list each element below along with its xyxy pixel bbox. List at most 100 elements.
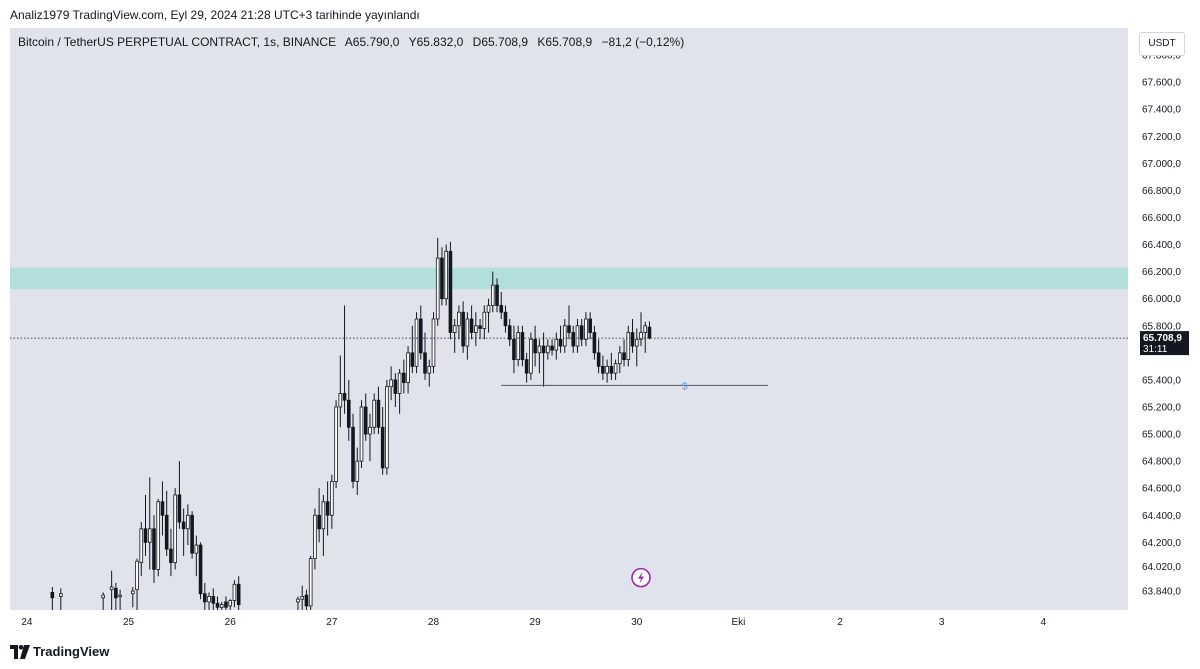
candle-up[interactable] <box>156 501 161 570</box>
candle-up[interactable] <box>207 596 211 603</box>
candle-up[interactable] <box>643 325 648 333</box>
candle-down[interactable] <box>499 305 504 313</box>
candle-down[interactable] <box>224 601 228 608</box>
legend-symbol[interactable]: Bitcoin / TetherUS PERPETUAL CONTRACT, 1… <box>18 35 337 49</box>
candle-up[interactable] <box>537 345 542 354</box>
candle-up[interactable] <box>639 332 643 340</box>
candle-down[interactable] <box>478 325 482 329</box>
candle-up[interactable] <box>109 586 114 591</box>
candle-up[interactable] <box>330 481 334 516</box>
candle-up[interactable] <box>59 593 63 597</box>
candle-down[interactable] <box>609 365 614 374</box>
candle-down[interactable] <box>588 318 592 333</box>
chart-frame[interactable]: Bitcoin / TetherUS PERPETUAL CONTRACT, 1… <box>10 28 1190 634</box>
candle-down[interactable] <box>622 352 626 361</box>
candle-up[interactable] <box>359 406 364 462</box>
candle-up[interactable] <box>486 305 491 313</box>
candle-up[interactable] <box>613 363 618 374</box>
candle-down[interactable] <box>601 365 605 374</box>
candle-up[interactable] <box>372 399 376 428</box>
y-axis-area[interactable] <box>1128 28 1190 634</box>
candle-down[interactable] <box>152 528 156 570</box>
candle-down[interactable] <box>512 338 516 361</box>
candle-down[interactable] <box>558 338 563 347</box>
candle-down[interactable] <box>541 345 546 354</box>
candle-down[interactable] <box>440 257 444 300</box>
candle-down[interactable] <box>469 318 474 333</box>
candle-up[interactable] <box>338 393 343 408</box>
resistance-zone[interactable] <box>10 267 1128 290</box>
candle-up[interactable] <box>452 325 457 333</box>
candle-down[interactable] <box>190 514 194 554</box>
candle-up[interactable] <box>173 494 177 564</box>
candle-down[interactable] <box>215 602 220 608</box>
candle-up[interactable] <box>457 311 461 327</box>
candle-up[interactable] <box>228 600 233 607</box>
candle-up[interactable] <box>389 379 393 388</box>
candle-down[interactable] <box>410 352 415 367</box>
candle-down[interactable] <box>418 318 423 354</box>
candle-up[interactable] <box>406 352 410 384</box>
candle-up[interactable] <box>554 338 559 351</box>
candle-up[interactable] <box>368 426 372 435</box>
x-axis-area[interactable] <box>10 610 1190 634</box>
candle-down[interactable] <box>579 325 584 340</box>
candle-down[interactable] <box>380 426 385 469</box>
candle-down[interactable] <box>550 345 554 351</box>
candle-down[interactable] <box>520 332 525 361</box>
candle-up[interactable] <box>634 338 639 347</box>
candle-up[interactable] <box>232 583 237 601</box>
candle-up[interactable] <box>355 460 360 482</box>
candle-down[interactable] <box>376 399 381 428</box>
candle-down[interactable] <box>647 326 652 339</box>
candle-up[interactable] <box>584 318 588 340</box>
candle-down[interactable] <box>177 494 182 523</box>
candle-up[interactable] <box>605 365 609 374</box>
candle-down[interactable] <box>203 593 207 603</box>
candle-up[interactable] <box>474 325 478 333</box>
candle-down[interactable] <box>393 379 398 394</box>
candle-up[interactable] <box>444 250 448 300</box>
candle-down[interactable] <box>304 594 309 607</box>
candle-down[interactable] <box>630 332 635 347</box>
candle-down[interactable] <box>592 332 597 354</box>
candle-up[interactable] <box>139 528 144 564</box>
candle-down[interactable] <box>596 352 601 367</box>
candle-up[interactable] <box>546 345 550 354</box>
candle-up[interactable] <box>618 352 622 365</box>
candle-down[interactable] <box>461 311 465 347</box>
candle-down[interactable] <box>495 284 499 306</box>
candle-up[interactable] <box>308 558 313 607</box>
candle-up[interactable] <box>118 594 122 597</box>
candle-down[interactable] <box>114 587 118 599</box>
candle-up[interactable] <box>414 318 419 367</box>
candle-down[interactable] <box>571 332 576 347</box>
candle-up[interactable] <box>101 594 105 599</box>
candle-up[interactable] <box>131 590 135 595</box>
candle-down[interactable] <box>50 592 55 599</box>
candle-down[interactable] <box>143 528 148 543</box>
candle-up[interactable] <box>490 284 495 306</box>
candle-down[interactable] <box>507 325 512 340</box>
candle-down[interactable] <box>351 426 355 482</box>
candle-up[interactable] <box>147 528 152 543</box>
candle-down[interactable] <box>346 399 351 428</box>
candle-up[interactable] <box>219 604 224 608</box>
candle-down[interactable] <box>169 548 173 564</box>
candle-up[interactable] <box>321 501 326 530</box>
candle-up[interactable] <box>135 560 139 591</box>
candle-down[interactable] <box>236 583 241 605</box>
candle-down[interactable] <box>198 544 203 595</box>
candle-up[interactable] <box>397 372 402 394</box>
candle-down[interactable] <box>423 352 427 374</box>
candle-up[interactable] <box>427 365 432 374</box>
candle-up[interactable] <box>385 386 389 469</box>
candle-down[interactable] <box>363 406 368 435</box>
candle-down[interactable] <box>448 250 453 333</box>
currency-button[interactable]: USDT <box>1139 32 1185 56</box>
candle-down[interactable] <box>211 596 216 604</box>
candle-up[interactable] <box>194 544 199 554</box>
candle-down[interactable] <box>181 521 186 530</box>
candle-up[interactable] <box>516 332 520 361</box>
candle-up[interactable] <box>482 311 487 329</box>
